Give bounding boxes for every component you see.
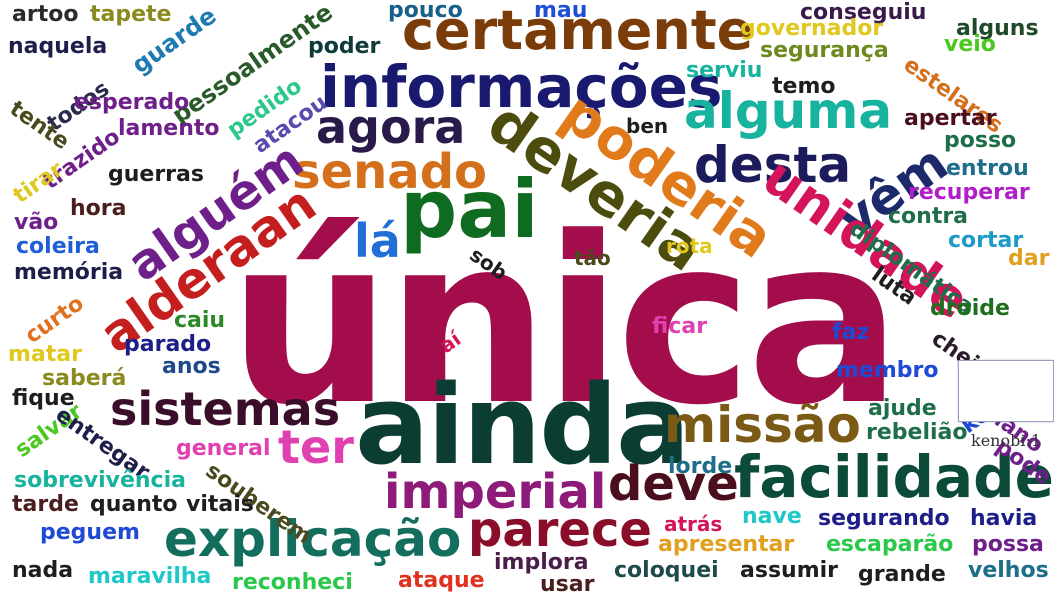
word-nada: nada [12, 558, 74, 583]
word-possa: possa [972, 532, 1044, 557]
word-seguranca: segurança [760, 38, 889, 63]
word-memoria: memória [14, 260, 124, 285]
word-sabera: saberá [42, 366, 127, 391]
word-agora: agora [316, 100, 466, 154]
word-alguns: alguns [956, 16, 1039, 41]
word-apresentar: apresentar [658, 532, 795, 557]
word-tapete: tapete [90, 2, 172, 27]
word-rebeliao: rebelião [866, 420, 968, 445]
word-anos: anos [162, 354, 221, 379]
word-caiu: caiu [174, 308, 226, 333]
word-membro: membro [836, 358, 939, 383]
word-sistemas: sistemas [110, 382, 341, 436]
word-peguem: peguem [40, 520, 140, 545]
word-pouco: pouco [388, 0, 463, 23]
word-ataque: ataque [398, 568, 485, 593]
word-tao: tão [574, 246, 611, 270]
word-pai: pai [400, 163, 539, 256]
word-curto: curto [20, 290, 89, 349]
word-general: general [176, 436, 271, 461]
word-ben: ben [626, 114, 669, 138]
word-unica: única [228, 189, 902, 456]
word-faz: faz [832, 320, 870, 345]
word-mau: mau [534, 0, 588, 23]
word-rota: rota [666, 234, 713, 258]
word-velhos: velhos [968, 558, 1049, 583]
word-missao: missão [664, 396, 861, 454]
word-governador: governador [740, 16, 884, 41]
word-senado: senado [292, 144, 488, 200]
word-poder: poder [308, 34, 381, 59]
word-escaparao: escaparão [826, 532, 954, 557]
word-fique: fique [12, 386, 75, 411]
word-cortar: cortar [948, 228, 1024, 253]
word-vitais: vitais [186, 492, 254, 517]
word-parece: parece [468, 502, 652, 558]
word-segurando: segurando [818, 506, 950, 531]
word-guerras: guerras [108, 162, 204, 187]
tooltip-text: kenobi:1 [971, 431, 1042, 450]
word-tirar: tirar [8, 157, 68, 209]
word-grande: grande [858, 562, 946, 587]
word-ajude: ajude [868, 396, 937, 421]
word-sobrevivencia: sobrevivência [14, 468, 186, 493]
word-temo: temo [772, 74, 836, 99]
word-quanto: quanto [90, 492, 178, 517]
word-esperado: esperado [74, 90, 190, 115]
word-implora: implora [494, 550, 589, 575]
word-droide: droide [930, 296, 1010, 321]
word-certamente: certamente [402, 0, 754, 62]
word-la: lá [354, 214, 401, 268]
hover-tooltip: kenobi:1 [958, 360, 1054, 450]
word-tarde: tarde [12, 492, 79, 517]
word-desta: desta [694, 136, 852, 194]
word-atras: atrás [664, 512, 723, 536]
word-naquela: naquela [8, 34, 108, 59]
word-ter: ter [278, 420, 354, 474]
word-matar: matar [8, 342, 82, 367]
word-explicacao: explicação [164, 510, 462, 568]
word-conseguiu: conseguiu [800, 0, 927, 25]
word-usar: usar [540, 572, 595, 597]
word-parado: parado [124, 332, 212, 357]
word-informacoes: informações [320, 53, 723, 121]
word-lorde: lorde [668, 454, 733, 479]
word-nave: nave [742, 504, 802, 529]
word-artoo: artoo [12, 2, 79, 27]
word-reconheci: reconheci [232, 570, 353, 595]
word-contra: contra [888, 204, 969, 229]
word-veio: veio [944, 32, 996, 57]
word-apertar: apertar [904, 106, 997, 131]
word-recuperar: recuperar [908, 180, 1030, 205]
word-coleira: coleira [16, 234, 100, 259]
word-ficar: ficar [652, 314, 708, 339]
word-maravilha: maravilha [88, 564, 212, 589]
word-deve: deve [608, 456, 739, 512]
word-alguma: alguma [684, 82, 893, 140]
word-ainda: ainda [355, 361, 690, 489]
word-facilidade: facilidade [734, 443, 1054, 511]
word-posso: posso [944, 128, 1017, 153]
word-assumir: assumir [740, 558, 839, 583]
word-imperial: imperial [384, 464, 607, 520]
word-havia: havia [970, 506, 1038, 531]
word-coloquei: coloquei [614, 558, 719, 583]
word-dar: dar [1008, 246, 1050, 271]
word-entrou: entrou [946, 156, 1029, 181]
word-vao: vão [14, 210, 59, 235]
word-lamento: lamento [118, 116, 220, 141]
word-hora: hora [70, 196, 127, 221]
word-serviu: serviu [686, 58, 763, 83]
